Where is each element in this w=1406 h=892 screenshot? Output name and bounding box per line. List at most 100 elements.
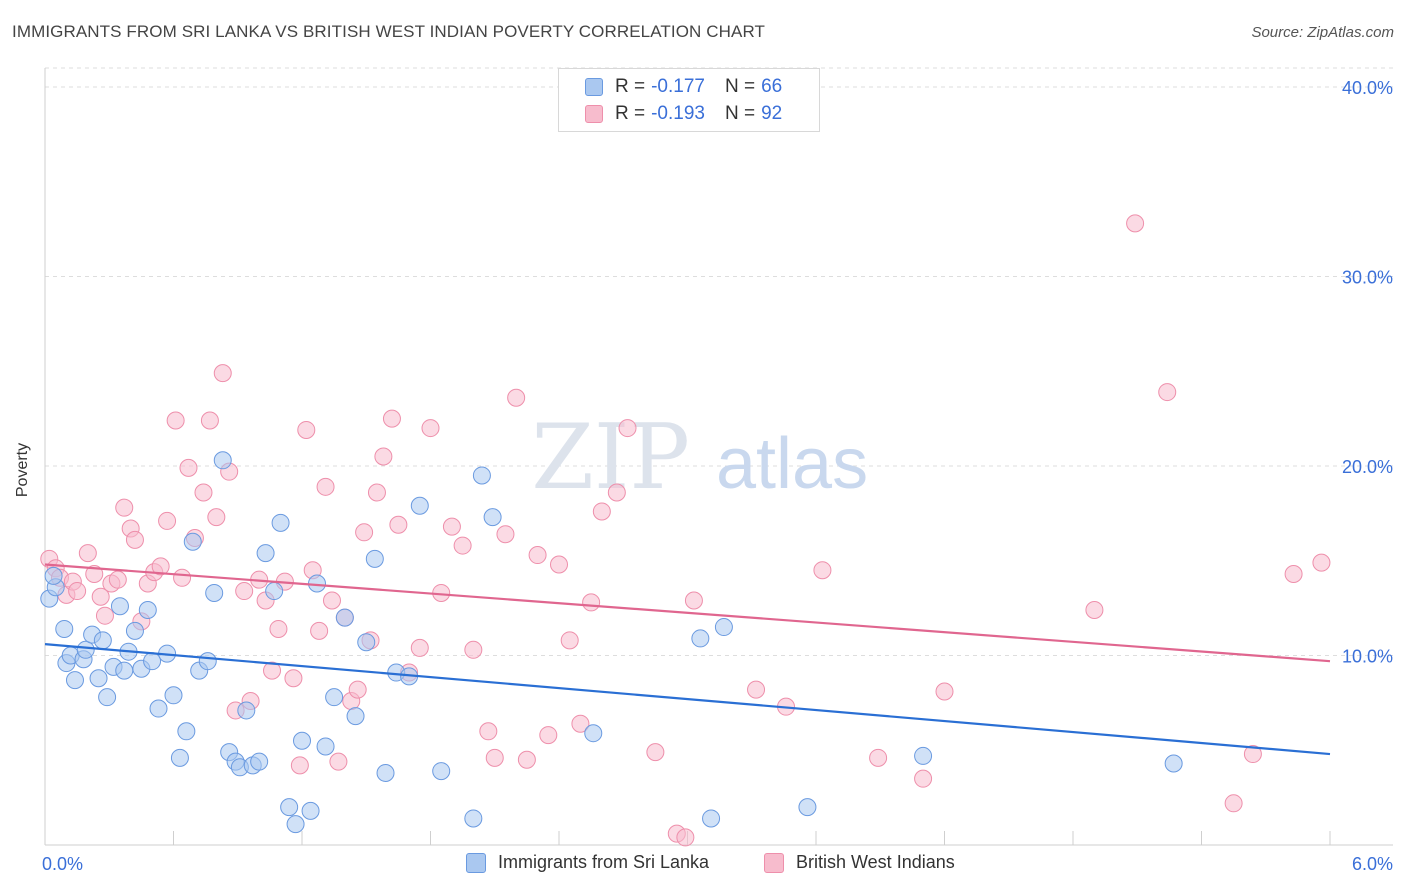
- data-point-sri-lanka: [301, 801, 320, 820]
- tick-labels: 10.0% 20.0% 30.0% 40.0% 0.0% 6.0%: [42, 78, 1393, 874]
- data-point-sri-lanka: [584, 724, 603, 743]
- data-point-sri-lanka: [265, 582, 284, 601]
- data-point-sri-lanka: [93, 631, 112, 650]
- data-point-sri-lanka: [316, 737, 335, 756]
- data-point-british-west-indians: [329, 752, 348, 771]
- data-point-sri-lanka: [325, 688, 344, 707]
- data-point-british-west-indians: [1126, 214, 1145, 233]
- legend-r-value: -0.177: [651, 76, 705, 97]
- data-point-sri-lanka: [149, 699, 168, 718]
- data-point-sri-lanka: [280, 798, 299, 817]
- y-tick-label: 30.0%: [1342, 267, 1393, 287]
- data-point-british-west-indians: [496, 525, 515, 544]
- data-point-british-west-indians: [914, 769, 933, 788]
- chart-title: IMMIGRANTS FROM SRI LANKA VS BRITISH WES…: [12, 22, 765, 41]
- data-point-sri-lanka: [115, 661, 134, 680]
- data-point-sri-lanka: [164, 686, 183, 705]
- data-point-british-west-indians: [684, 591, 703, 610]
- series-immigrants-sri-lanka: [40, 451, 1183, 834]
- data-point-british-west-indians: [374, 447, 393, 466]
- data-point-british-west-indians: [410, 638, 429, 657]
- legend-swatch-blue: [585, 78, 603, 96]
- data-point-sri-lanka: [432, 762, 451, 781]
- data-point-british-west-indians: [108, 570, 127, 589]
- data-point-sri-lanka: [170, 748, 189, 767]
- data-point-british-west-indians: [389, 515, 408, 534]
- data-point-sri-lanka: [110, 597, 129, 616]
- data-point-british-west-indians: [213, 364, 232, 383]
- data-point-british-west-indians: [1085, 601, 1104, 620]
- data-point-sri-lanka: [271, 513, 290, 532]
- data-point-sri-lanka: [798, 798, 817, 817]
- data-point-british-west-indians: [85, 564, 104, 583]
- legend-item-british-west-indians[interactable]: British West Indians: [764, 852, 955, 873]
- legend-n-label: N =: [724, 103, 756, 124]
- data-point-sri-lanka: [346, 707, 365, 726]
- data-point-british-west-indians: [158, 511, 177, 530]
- data-point-sri-lanka: [98, 688, 117, 707]
- y-tick-label: 10.0%: [1342, 646, 1393, 666]
- data-point-sri-lanka: [143, 652, 162, 671]
- data-point-british-west-indians: [310, 621, 329, 640]
- data-point-sri-lanka: [714, 618, 733, 637]
- data-point-british-west-indians: [316, 477, 335, 496]
- data-point-sri-lanka: [357, 633, 376, 652]
- data-point-british-west-indians: [322, 591, 341, 610]
- data-point-british-west-indians: [367, 483, 386, 502]
- source-label: Source: ZipAtlas.com: [1251, 24, 1394, 41]
- y-tick-label: 20.0%: [1342, 457, 1393, 477]
- data-point-sri-lanka: [138, 601, 157, 620]
- data-point-british-west-indians: [235, 582, 254, 601]
- legend-row-british-west-indians: R = -0.193 N = 92: [585, 101, 782, 127]
- data-point-sri-lanka: [472, 466, 491, 485]
- data-point-british-west-indians: [479, 722, 498, 741]
- data-point-british-west-indians: [442, 517, 461, 536]
- data-point-british-west-indians: [421, 419, 440, 438]
- data-point-sri-lanka: [1164, 754, 1183, 773]
- data-point-british-west-indians: [517, 750, 536, 769]
- data-point-british-west-indians: [95, 606, 114, 625]
- legend-swatch-pink: [585, 105, 603, 123]
- legend-n-value: 92: [761, 103, 783, 124]
- data-point-british-west-indians: [200, 411, 219, 430]
- data-point-british-west-indians: [453, 536, 472, 555]
- data-point-british-west-indians: [68, 582, 87, 601]
- data-point-sri-lanka: [177, 722, 196, 741]
- data-point-british-west-indians: [747, 680, 766, 699]
- data-point-british-west-indians: [528, 546, 547, 565]
- data-point-british-west-indians: [1284, 564, 1303, 583]
- trend-line-british-west-indians: [44, 563, 1331, 663]
- data-point-sri-lanka: [365, 549, 384, 568]
- data-point-british-west-indians: [676, 828, 695, 847]
- legend-n-value: 66: [761, 76, 783, 97]
- legend-item-sri-lanka[interactable]: Immigrants from Sri Lanka: [466, 852, 709, 873]
- data-point-british-west-indians: [355, 523, 374, 542]
- data-point-sri-lanka: [125, 621, 144, 640]
- legend-r-label: R =: [615, 76, 646, 97]
- series-legend: Immigrants from Sri Lanka British West I…: [0, 852, 1406, 878]
- data-point-british-west-indians: [550, 555, 568, 574]
- data-point-british-west-indians: [464, 640, 483, 659]
- x-tick-label: 0.0%: [42, 854, 83, 874]
- data-point-british-west-indians: [194, 483, 213, 502]
- correlation-legend: R = -0.177 N = 66 R = -0.193 N = 92: [558, 68, 820, 132]
- axes: [44, 68, 1393, 846]
- legend-n-label: N =: [724, 76, 756, 97]
- legend-r-label: R =: [615, 103, 646, 124]
- data-point-sri-lanka: [335, 608, 354, 627]
- data-point-british-west-indians: [91, 587, 110, 606]
- data-point-sri-lanka: [198, 652, 217, 671]
- data-point-british-west-indians: [539, 726, 558, 745]
- data-point-british-west-indians: [297, 420, 316, 439]
- data-point-british-west-indians: [582, 593, 601, 612]
- data-point-sri-lanka: [237, 701, 256, 720]
- data-point-british-west-indians: [151, 557, 170, 576]
- data-point-sri-lanka: [44, 566, 63, 585]
- watermark-atlas: atlas: [716, 424, 868, 504]
- data-point-british-west-indians: [1224, 794, 1243, 813]
- data-point-sri-lanka: [702, 809, 721, 828]
- data-point-british-west-indians: [207, 508, 226, 527]
- data-point-sri-lanka: [464, 809, 483, 828]
- data-point-sri-lanka: [250, 752, 269, 771]
- data-point-british-west-indians: [935, 682, 954, 701]
